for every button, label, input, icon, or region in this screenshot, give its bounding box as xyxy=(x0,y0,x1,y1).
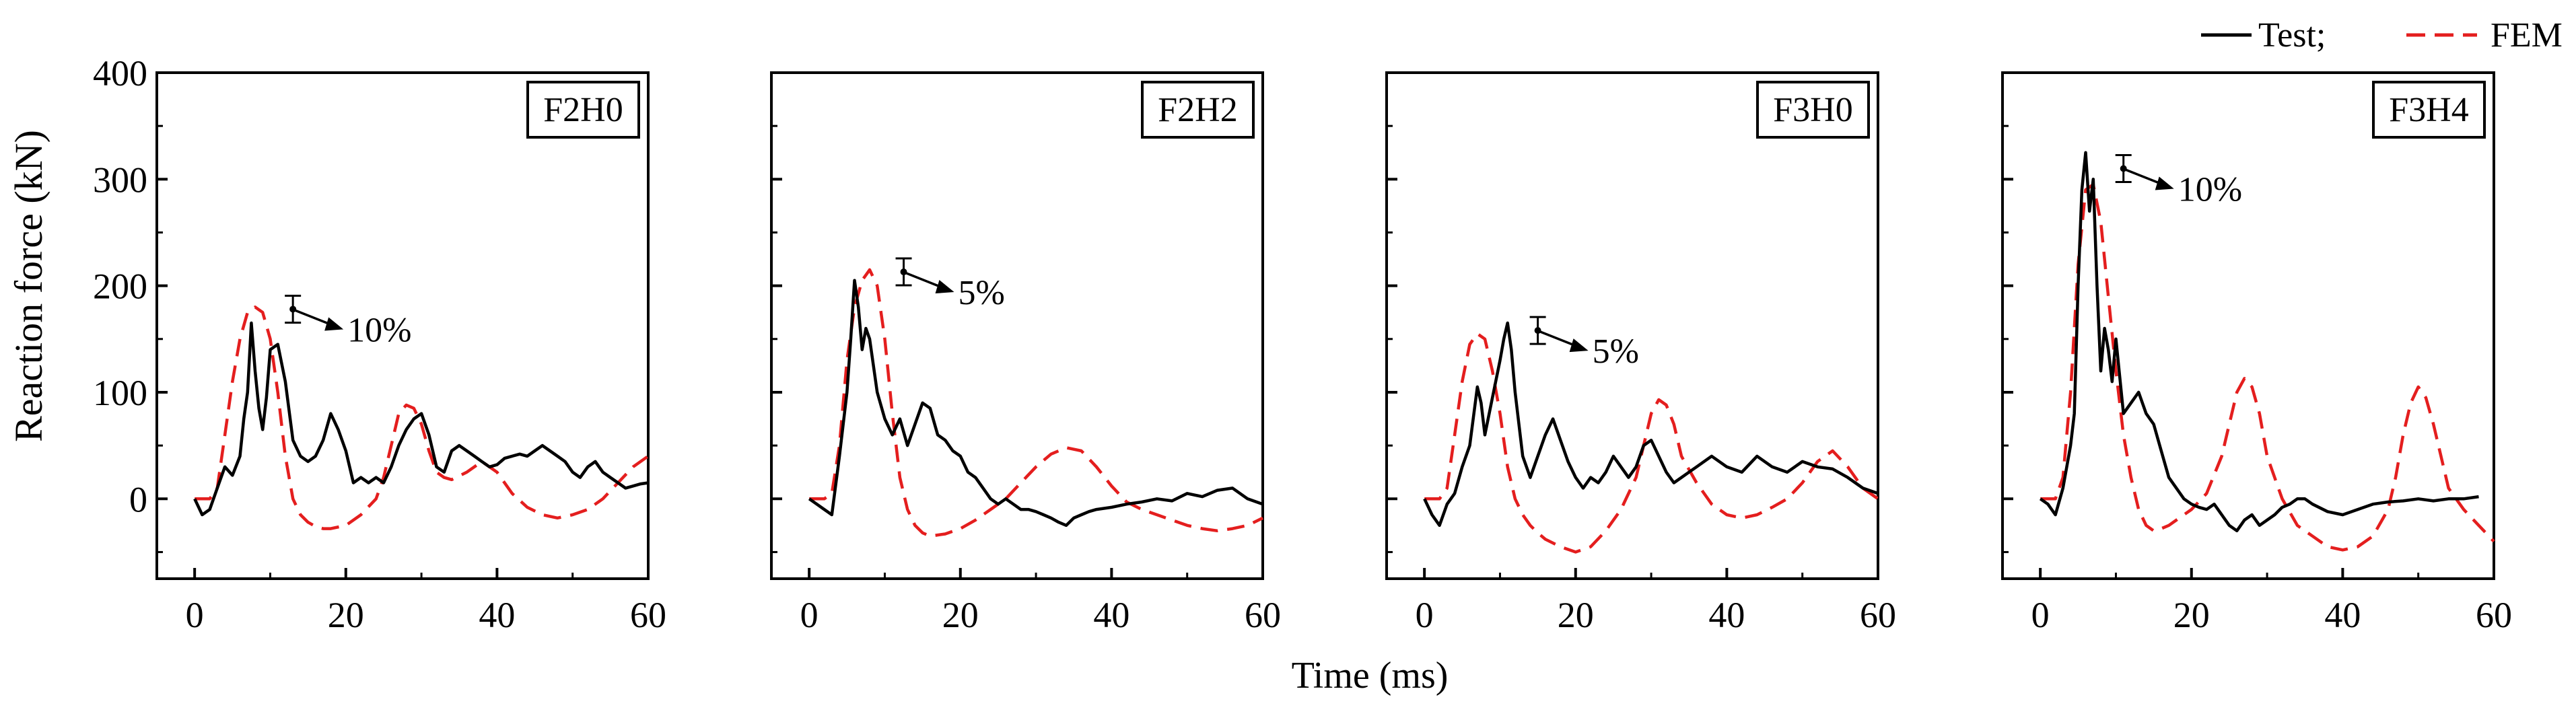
x-tick-label: 60 xyxy=(630,595,666,635)
y-axis-label: Reaction force (kN) xyxy=(7,130,50,442)
x-tick-label: 40 xyxy=(479,595,515,635)
legend-test-label: Test; xyxy=(2258,16,2326,55)
panel-f3h4: 0 20 40 60 F3H4 10% xyxy=(2001,71,2512,635)
series-fem-line xyxy=(1424,332,1879,554)
plot-frame xyxy=(155,71,650,580)
plot-frame xyxy=(770,71,1264,580)
plot-frame xyxy=(1385,71,1879,580)
y-tick-label: 100 xyxy=(93,373,147,413)
series-fem-line xyxy=(195,305,650,530)
legend: Test; FEM xyxy=(2201,16,2563,55)
y-tick-label: 300 xyxy=(93,159,147,200)
x-tick-label: 20 xyxy=(942,595,979,635)
panel-f3h0: 0 20 40 60 F3H0 5% xyxy=(1385,71,1896,635)
panel-title-box xyxy=(526,81,640,139)
panel-title-box xyxy=(2372,81,2486,139)
panel-title: F3H4 xyxy=(2389,91,2468,129)
plot-frame xyxy=(2001,71,2495,580)
error-bar-marker xyxy=(289,305,297,313)
panel-f2h0: 0 100 200 300 400 0 20 40 60 F2H0 10% xyxy=(93,53,666,635)
annotation-arrowhead xyxy=(1569,338,1589,353)
annotation-label: 10% xyxy=(347,311,411,349)
x-axis-label: Time (ms) xyxy=(1292,655,1449,696)
series-test-line xyxy=(1423,321,1879,528)
x-tick-label: 60 xyxy=(2476,595,2512,635)
x-tick-label: 40 xyxy=(1093,595,1129,635)
annotation-label: 5% xyxy=(1593,332,1639,371)
series-fem-line xyxy=(2040,182,2495,552)
x-tick-label: 60 xyxy=(1245,595,1281,635)
x-tick-label: 20 xyxy=(328,595,364,635)
x-tick-label: 40 xyxy=(1708,595,1745,635)
series-test-line xyxy=(193,321,649,517)
panel-title-box xyxy=(1756,81,1870,139)
error-bar-marker xyxy=(2120,165,2127,172)
x-tick-label: 0 xyxy=(1416,595,1434,635)
error-bar-marker xyxy=(900,268,907,276)
error-bar-marker xyxy=(1534,327,1541,334)
panel-title: F2H2 xyxy=(1158,91,1237,129)
annotation-label: 10% xyxy=(2178,170,2242,209)
panel-title-box xyxy=(1141,81,1255,139)
panel-title: F2H0 xyxy=(543,91,623,129)
panel-title: F3H0 xyxy=(1773,91,1852,129)
annotation-arrowhead xyxy=(2155,176,2174,190)
annotation-arrowhead xyxy=(324,317,344,331)
x-tick-label: 0 xyxy=(800,595,819,635)
legend-fem-label: FEM xyxy=(2491,16,2563,55)
x-tick-label: 20 xyxy=(2173,595,2210,635)
x-tick-label: 20 xyxy=(1558,595,1594,635)
x-tick-label: 0 xyxy=(2031,595,2050,635)
annotation-label: 5% xyxy=(959,274,1005,312)
y-tick-label: 200 xyxy=(93,266,147,307)
panel-f2h2: 0 20 40 60 F2H2 5% xyxy=(770,71,1281,635)
x-tick-label: 0 xyxy=(186,595,204,635)
x-tick-label: 60 xyxy=(1860,595,1896,635)
y-tick-label: 400 xyxy=(93,53,147,94)
annotation-arrowhead xyxy=(935,280,954,294)
series-test-line xyxy=(2039,151,2479,533)
y-tick-label: 0 xyxy=(129,479,147,519)
x-tick-label: 40 xyxy=(2324,595,2361,635)
series-test-line xyxy=(808,279,1263,528)
